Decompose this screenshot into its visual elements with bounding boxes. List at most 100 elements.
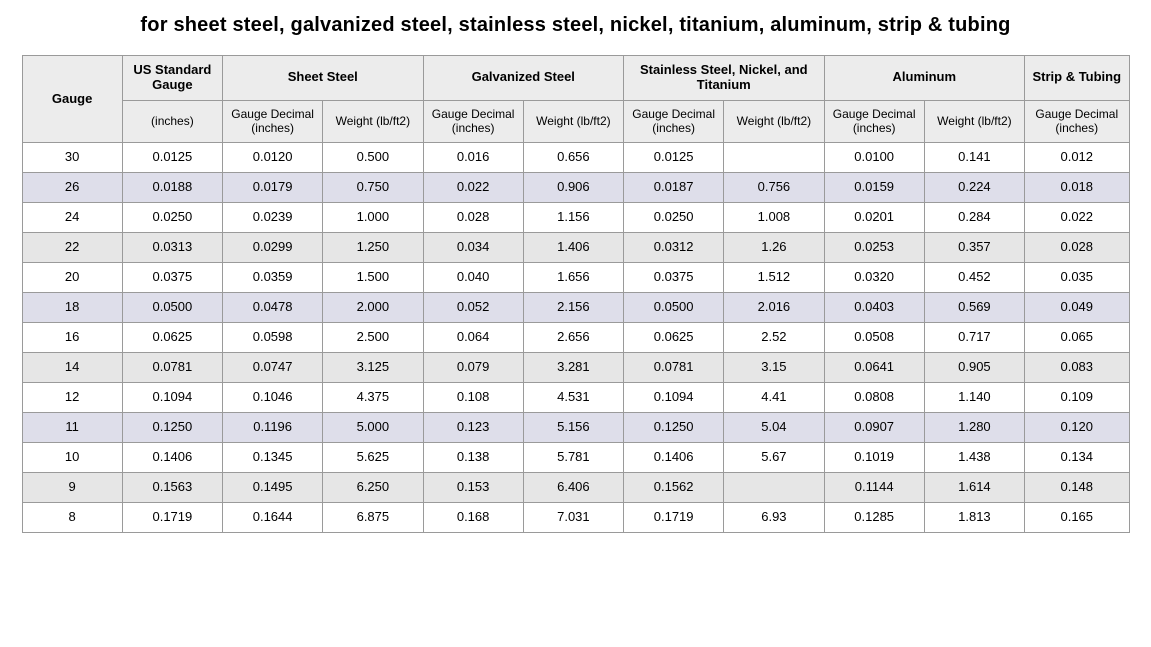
cell-al_w: 0.284 <box>924 203 1024 233</box>
sub-ss-gd: Gauge Decimal (inches) <box>223 100 323 143</box>
cell-std: 0.1406 <box>122 442 222 472</box>
cell-al_w: 1.614 <box>924 472 1024 502</box>
cell-ss_w: 1.500 <box>323 263 423 293</box>
cell-al_gd: 0.1285 <box>824 502 924 532</box>
col-sheet-steel: Sheet Steel <box>223 56 424 101</box>
cell-al_gd: 0.0100 <box>824 143 924 173</box>
cell-std: 0.0500 <box>122 293 222 323</box>
table-row: 120.10940.10464.3750.1084.5310.10944.410… <box>22 382 1129 412</box>
cell-al_w: 0.717 <box>924 323 1024 353</box>
cell-gauge: 24 <box>22 203 122 233</box>
cell-std: 0.1250 <box>122 412 222 442</box>
sub-gv-gd: Gauge Decimal (inches) <box>423 100 523 143</box>
cell-gv_gd: 0.022 <box>423 173 523 203</box>
cell-sn_w: 1.008 <box>724 203 824 233</box>
page-title: for sheet steel, galvanized steel, stain… <box>0 0 1151 55</box>
cell-al_gd: 0.0253 <box>824 233 924 263</box>
cell-sn_gd: 0.1406 <box>624 442 724 472</box>
cell-al_w: 1.813 <box>924 502 1024 532</box>
cell-gv_w: 0.906 <box>523 173 623 203</box>
cell-std: 0.0250 <box>122 203 222 233</box>
cell-st_gd: 0.065 <box>1025 323 1129 353</box>
cell-sn_w <box>724 472 824 502</box>
cell-sn_gd: 0.0781 <box>624 353 724 383</box>
table-row: 110.12500.11965.0000.1235.1560.12505.040… <box>22 412 1129 442</box>
cell-al_gd: 0.0403 <box>824 293 924 323</box>
cell-std: 0.1094 <box>122 382 222 412</box>
sub-al-gd: Gauge Decimal (inches) <box>824 100 924 143</box>
cell-ss_w: 6.250 <box>323 472 423 502</box>
cell-gauge: 20 <box>22 263 122 293</box>
cell-gv_gd: 0.079 <box>423 353 523 383</box>
cell-gauge: 30 <box>22 143 122 173</box>
cell-sn_w: 5.04 <box>724 412 824 442</box>
cell-st_gd: 0.022 <box>1025 203 1129 233</box>
cell-sn_gd: 0.1250 <box>624 412 724 442</box>
cell-gv_gd: 0.016 <box>423 143 523 173</box>
cell-gauge: 22 <box>22 233 122 263</box>
cell-gv_gd: 0.108 <box>423 382 523 412</box>
cell-ss_w: 2.500 <box>323 323 423 353</box>
cell-sn_gd: 0.0187 <box>624 173 724 203</box>
sub-st-gd: Gauge Decimal (inches) <box>1025 100 1129 143</box>
cell-gauge: 10 <box>22 442 122 472</box>
cell-al_gd: 0.0159 <box>824 173 924 203</box>
cell-st_gd: 0.012 <box>1025 143 1129 173</box>
cell-gauge: 26 <box>22 173 122 203</box>
table-row: 300.01250.01200.5000.0160.6560.01250.010… <box>22 143 1129 173</box>
sub-al-w: Weight (lb/ft2) <box>924 100 1024 143</box>
cell-st_gd: 0.028 <box>1025 233 1129 263</box>
cell-ss_w: 1.000 <box>323 203 423 233</box>
cell-al_gd: 0.0201 <box>824 203 924 233</box>
table-row: 260.01880.01790.7500.0220.9060.01870.756… <box>22 173 1129 203</box>
gauge-table: Gauge US Standard Gauge Sheet Steel Galv… <box>22 55 1130 533</box>
table-row: 200.03750.03591.5000.0401.6560.03751.512… <box>22 263 1129 293</box>
cell-gauge: 9 <box>22 472 122 502</box>
cell-al_w: 1.140 <box>924 382 1024 412</box>
cell-gauge: 11 <box>22 412 122 442</box>
cell-sn_w: 1.26 <box>724 233 824 263</box>
cell-ss_gd: 0.1046 <box>223 382 323 412</box>
cell-gv_w: 3.281 <box>523 353 623 383</box>
cell-sn_gd: 0.1562 <box>624 472 724 502</box>
table-row: 140.07810.07473.1250.0793.2810.07813.150… <box>22 353 1129 383</box>
cell-std: 0.0125 <box>122 143 222 173</box>
cell-std: 0.0313 <box>122 233 222 263</box>
cell-sn_gd: 0.0125 <box>624 143 724 173</box>
cell-std: 0.0625 <box>122 323 222 353</box>
cell-sn_w: 2.52 <box>724 323 824 353</box>
table-row: 100.14060.13455.6250.1385.7810.14065.670… <box>22 442 1129 472</box>
cell-ss_w: 1.250 <box>323 233 423 263</box>
cell-sn_gd: 0.0250 <box>624 203 724 233</box>
cell-gv_w: 5.156 <box>523 412 623 442</box>
cell-gv_w: 1.656 <box>523 263 623 293</box>
table-row: 220.03130.02991.2500.0341.4060.03121.260… <box>22 233 1129 263</box>
cell-st_gd: 0.035 <box>1025 263 1129 293</box>
cell-al_w: 0.141 <box>924 143 1024 173</box>
cell-al_gd: 0.1019 <box>824 442 924 472</box>
cell-st_gd: 0.120 <box>1025 412 1129 442</box>
col-stainless: Stainless Steel, Nickel, and Titanium <box>624 56 825 101</box>
cell-gauge: 18 <box>22 293 122 323</box>
cell-sn_w: 3.15 <box>724 353 824 383</box>
cell-al_w: 0.905 <box>924 353 1024 383</box>
cell-sn_gd: 0.1719 <box>624 502 724 532</box>
col-strip-tubing: Strip & Tubing <box>1025 56 1129 101</box>
cell-gv_w: 1.406 <box>523 233 623 263</box>
cell-sn_w: 4.41 <box>724 382 824 412</box>
cell-al_gd: 0.0508 <box>824 323 924 353</box>
cell-ss_gd: 0.1495 <box>223 472 323 502</box>
cell-ss_gd: 0.0598 <box>223 323 323 353</box>
cell-ss_gd: 0.0747 <box>223 353 323 383</box>
cell-gv_gd: 0.138 <box>423 442 523 472</box>
cell-gauge: 12 <box>22 382 122 412</box>
cell-al_gd: 0.0907 <box>824 412 924 442</box>
cell-gauge: 8 <box>22 502 122 532</box>
cell-gv_gd: 0.153 <box>423 472 523 502</box>
cell-gv_gd: 0.040 <box>423 263 523 293</box>
col-aluminum: Aluminum <box>824 56 1025 101</box>
cell-gv_gd: 0.052 <box>423 293 523 323</box>
cell-sn_gd: 0.0625 <box>624 323 724 353</box>
cell-ss_w: 5.625 <box>323 442 423 472</box>
cell-std: 0.1563 <box>122 472 222 502</box>
